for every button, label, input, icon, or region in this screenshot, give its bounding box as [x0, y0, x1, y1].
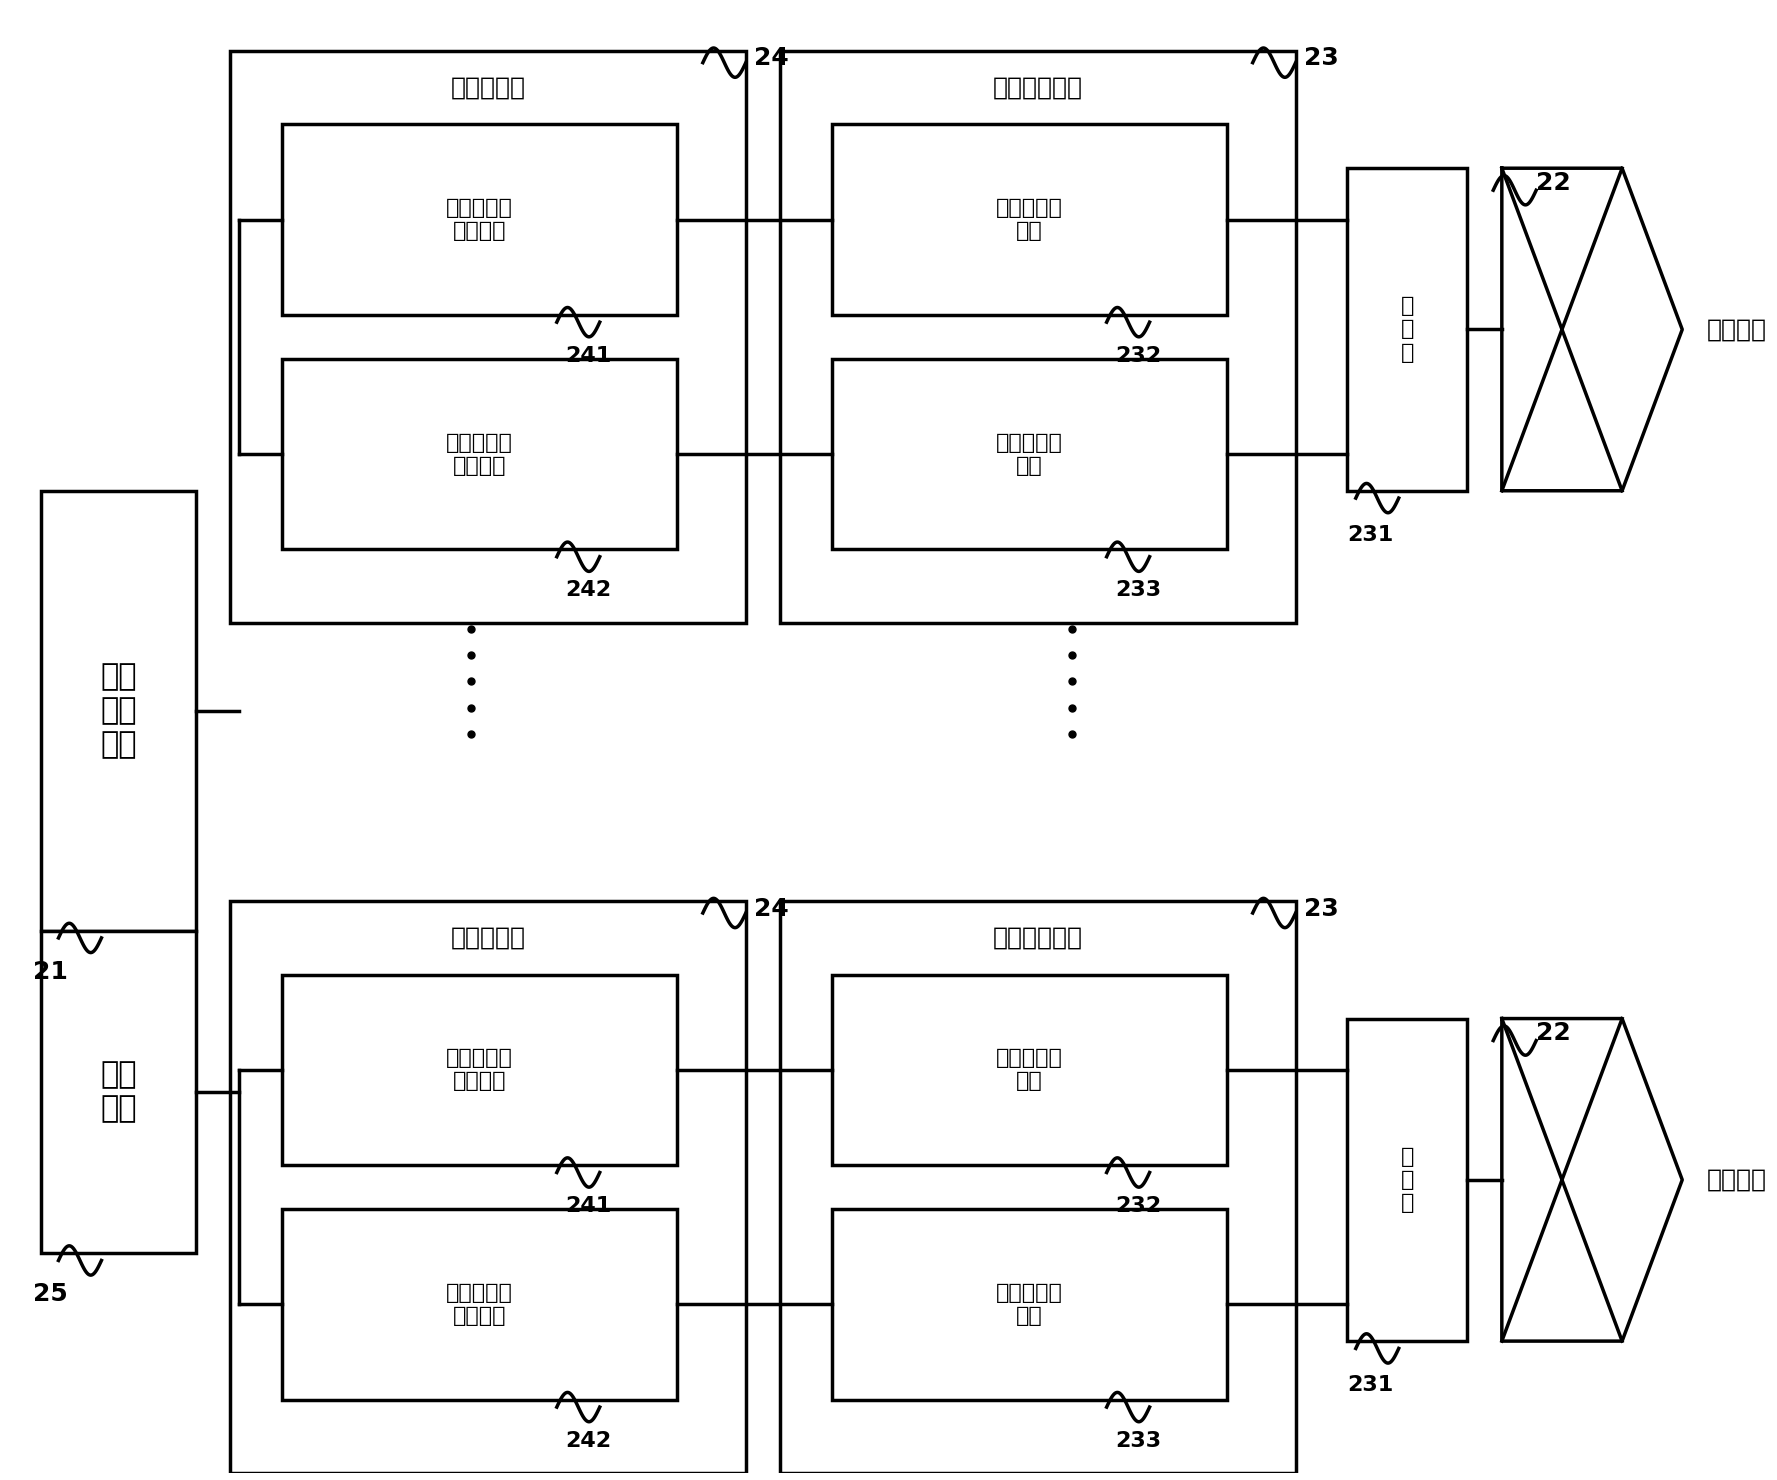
Text: 双
工
器: 双 工 器: [1400, 1147, 1414, 1214]
Text: 信号发送子
模块: 信号发送子 模块: [995, 1048, 1063, 1091]
Bar: [283, 1209, 677, 1400]
Bar: [283, 358, 677, 549]
Text: 241: 241: [565, 1196, 611, 1217]
Text: 程控
模块: 程控 模块: [100, 1061, 137, 1123]
Text: 双
工
器: 双 工 器: [1400, 296, 1414, 363]
Text: 233: 233: [1116, 1431, 1162, 1450]
Bar: [780, 50, 1295, 623]
Text: 天线振子: 天线振子: [1706, 1168, 1766, 1191]
Text: 242: 242: [565, 580, 611, 601]
Text: 数字
处理
模块: 数字 处理 模块: [100, 663, 137, 759]
Text: 22: 22: [1535, 170, 1571, 195]
Text: 23: 23: [1304, 897, 1340, 921]
Bar: [283, 124, 677, 315]
Text: 天线振子: 天线振子: [1706, 318, 1766, 342]
Text: 242: 242: [565, 1431, 611, 1450]
Bar: [41, 931, 195, 1254]
Text: 25: 25: [32, 1282, 68, 1307]
Text: 231: 231: [1347, 525, 1393, 545]
Bar: [283, 974, 677, 1165]
Text: 数字移相器: 数字移相器: [451, 75, 526, 99]
Text: 24: 24: [755, 897, 789, 921]
Bar: [832, 124, 1226, 315]
Text: 信号接收子
模块: 信号接收子 模块: [995, 432, 1063, 475]
Text: 23: 23: [1304, 46, 1340, 70]
Text: 22: 22: [1535, 1021, 1571, 1045]
Bar: [231, 50, 746, 623]
Text: 信号处理模块: 信号处理模块: [993, 75, 1082, 99]
Text: 信号接收子
模块: 信号接收子 模块: [995, 1283, 1063, 1326]
Text: 第二程控数
字移相器: 第二程控数 字移相器: [446, 1283, 514, 1326]
Bar: [780, 901, 1295, 1473]
Bar: [41, 491, 195, 931]
Bar: [832, 358, 1226, 549]
Text: 241: 241: [565, 346, 611, 366]
Bar: [832, 974, 1226, 1165]
Bar: [1347, 1018, 1468, 1341]
Bar: [231, 901, 746, 1473]
Text: 233: 233: [1116, 580, 1162, 601]
Bar: [832, 1209, 1226, 1400]
Text: 数字移相器: 数字移相器: [451, 926, 526, 950]
Text: 信号处理模块: 信号处理模块: [993, 926, 1082, 950]
Text: 第一程控数
字移相器: 第一程控数 字移相器: [446, 1048, 514, 1091]
Text: 24: 24: [755, 46, 789, 70]
Polygon shape: [1502, 169, 1683, 491]
Text: 232: 232: [1116, 346, 1162, 366]
Text: 第一程控数
字移相器: 第一程控数 字移相器: [446, 198, 514, 241]
Polygon shape: [1502, 1018, 1683, 1341]
Bar: [1347, 169, 1468, 491]
Text: 21: 21: [32, 959, 68, 984]
Text: 231: 231: [1347, 1375, 1393, 1396]
Text: 第二程控数
字移相器: 第二程控数 字移相器: [446, 432, 514, 475]
Text: 232: 232: [1116, 1196, 1162, 1217]
Text: 信号发送子
模块: 信号发送子 模块: [995, 198, 1063, 241]
